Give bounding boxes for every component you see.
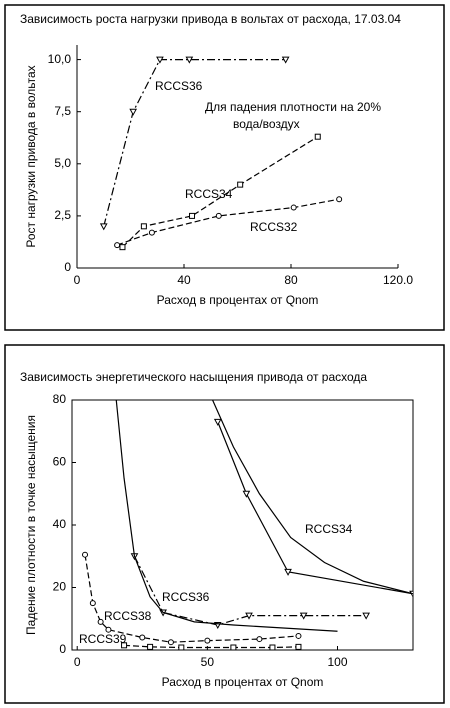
annotation: Для падения плотности на 20%	[205, 100, 381, 114]
x-tick-label: 100	[327, 655, 347, 669]
point	[336, 196, 343, 203]
y-tick-label: 80	[53, 392, 67, 406]
point	[230, 644, 237, 651]
y-tick-label: 10,0	[48, 52, 72, 66]
point	[185, 56, 194, 64]
chart-title: Зависимость роста нагрузки привода в вол…	[20, 12, 401, 26]
y-tick-label: 2,5	[54, 208, 71, 222]
series-line	[122, 136, 319, 248]
point	[295, 632, 302, 639]
x-tick-label: 80	[284, 273, 298, 287]
x-tick-label: 40	[177, 273, 191, 287]
y-axis-label: Падение плотности в точке насыщения	[24, 415, 38, 635]
point	[362, 612, 370, 620]
point	[97, 618, 104, 625]
chart-title: Зависимость энергетического насыщения пр…	[20, 370, 367, 384]
point	[213, 418, 222, 426]
point	[105, 626, 112, 633]
series-line	[124, 644, 299, 649]
point	[409, 590, 413, 598]
x-tick-label: 0	[74, 273, 81, 287]
y-tick-label: 40	[53, 517, 67, 531]
chart-frame	[4, 4, 445, 331]
point	[299, 612, 308, 620]
series-line	[212, 400, 413, 595]
series-label: RCCS39	[79, 632, 127, 646]
point	[129, 108, 138, 116]
series-label: RCCS32	[250, 220, 298, 234]
y-tick-label: 7,5	[54, 104, 71, 118]
point	[189, 212, 196, 219]
point	[147, 643, 154, 650]
point	[204, 637, 211, 644]
point	[245, 612, 253, 620]
point	[82, 551, 89, 558]
point	[178, 644, 185, 651]
series-line	[217, 421, 413, 595]
point	[89, 600, 96, 607]
plot-area	[99, 56, 343, 251]
series-label: RCCS36	[155, 79, 203, 93]
x-axis-label: Расход в процентах от Qnom	[157, 293, 319, 307]
point	[99, 223, 108, 231]
chart-frame	[4, 344, 445, 704]
series-label: RCCS38	[104, 609, 152, 623]
series-line	[116, 198, 340, 246]
y-tick-label: 0	[59, 642, 66, 656]
point	[114, 242, 121, 249]
x-tick-label: 50	[201, 655, 215, 669]
series-line	[133, 555, 367, 626]
point	[269, 644, 276, 651]
x-axis-label: Расход в процентах от Qnom	[162, 675, 324, 689]
plot-area	[82, 400, 413, 651]
x-tick-label: 0	[74, 655, 81, 669]
point	[119, 244, 126, 251]
series-line	[84, 554, 299, 643]
point	[121, 642, 128, 649]
point	[237, 181, 244, 188]
series-label: RCCS34	[305, 522, 353, 536]
point	[290, 204, 297, 211]
point	[281, 56, 290, 64]
point	[314, 133, 321, 140]
series-line	[115, 400, 338, 632]
point	[295, 643, 302, 650]
point	[215, 212, 222, 219]
y-axis-label: Рост нагрузки привода в вольтах	[24, 65, 38, 247]
y-tick-label: 20	[53, 580, 67, 594]
annotation: вода/воздух	[233, 117, 300, 131]
point	[256, 636, 263, 643]
point	[284, 568, 292, 576]
point	[140, 223, 147, 230]
point	[139, 634, 146, 641]
x-tick-label: 120.0	[383, 273, 413, 287]
y-tick-label: 0	[64, 260, 71, 274]
point	[148, 229, 155, 236]
series-label: RCCS36	[162, 590, 210, 604]
series-label: RCCS34	[185, 187, 233, 201]
y-tick-label: 60	[53, 455, 67, 469]
point	[156, 56, 164, 64]
point	[167, 639, 174, 646]
point	[242, 490, 251, 498]
y-tick-label: 5,0	[54, 156, 71, 170]
